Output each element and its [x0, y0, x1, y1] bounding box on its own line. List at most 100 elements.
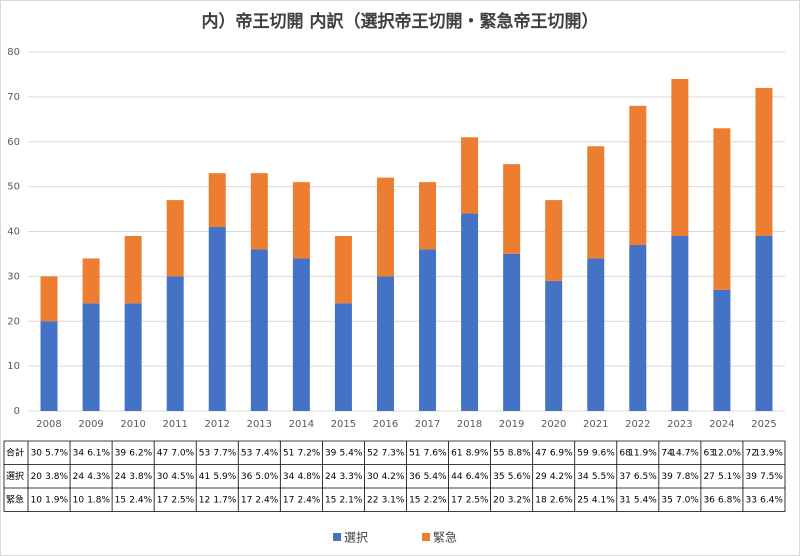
y-tick-label: 20 — [7, 316, 20, 327]
bar-segment — [166, 200, 184, 277]
x-tick-label: 2018 — [457, 419, 482, 430]
table-percent: 6.9% — [550, 448, 573, 458]
table-percent: 5.6% — [508, 472, 531, 482]
table-percent: 7.8% — [676, 472, 699, 482]
y-tick-label: 10 — [7, 361, 20, 372]
table-count: 10 — [31, 495, 43, 505]
table-percent: 5.0% — [255, 472, 278, 482]
table-percent: 2.6% — [550, 495, 573, 505]
table-percent: 3.8% — [45, 472, 68, 482]
bar-segment — [250, 173, 268, 250]
x-tick-label: 2019 — [499, 419, 524, 430]
table-count: 12 — [199, 495, 210, 505]
bar-segment — [671, 78, 689, 236]
table-percent: 14.7% — [670, 448, 699, 458]
legend-swatch — [422, 533, 430, 541]
bar-segment — [755, 87, 773, 236]
bar-segment — [587, 146, 605, 259]
x-tick-label: 2011 — [162, 419, 187, 430]
y-tick-label: 80 — [7, 47, 20, 58]
table-percent: 2.2% — [424, 495, 447, 505]
table-count: 44 — [451, 472, 463, 482]
table-percent: 1.8% — [87, 495, 110, 505]
x-tick-label: 2010 — [120, 419, 145, 430]
table-percent: 5.9% — [213, 472, 236, 482]
table-count: 31 — [619, 495, 630, 505]
table-count: 36 — [409, 472, 421, 482]
table-percent: 4.8% — [297, 472, 320, 482]
bar-segment — [208, 227, 226, 411]
table-percent: 3.1% — [382, 495, 405, 505]
table-count: 30 — [367, 472, 379, 482]
table-percent: 6.2% — [129, 448, 152, 458]
table-percent: 2.4% — [129, 495, 152, 505]
bar-segment — [629, 244, 647, 411]
y-tick-label: 0 — [14, 406, 20, 417]
table-percent: 6.1% — [87, 448, 110, 458]
table-count: 74 — [661, 448, 673, 458]
table-row-label: 合計 — [6, 446, 24, 458]
table-count: 10 — [73, 495, 85, 505]
bar-segment — [82, 258, 100, 304]
x-tick-label: 2013 — [247, 419, 272, 430]
table-count: 17 — [241, 495, 252, 505]
legend-label: 選択 — [344, 531, 368, 545]
table-count: 29 — [535, 472, 547, 482]
table-count: 35 — [493, 472, 504, 482]
table-count: 20 — [493, 495, 505, 505]
bar-segment — [82, 303, 100, 411]
table-count: 33 — [746, 495, 757, 505]
table-count: 52 — [367, 448, 378, 458]
table-count: 18 — [535, 495, 547, 505]
table-percent: 2.5% — [466, 495, 489, 505]
table-percent: 2.5% — [171, 495, 194, 505]
y-tick-label: 70 — [7, 92, 20, 103]
table-count: 47 — [535, 448, 546, 458]
table-percent: 12.0% — [712, 448, 741, 458]
table-percent: 4.2% — [550, 472, 573, 482]
bar-segment — [713, 128, 731, 290]
table-percent: 3.3% — [340, 472, 363, 482]
table-percent: 5.1% — [718, 472, 741, 482]
table-percent: 5.4% — [424, 472, 447, 482]
x-tick-label: 2025 — [751, 419, 776, 430]
table-count: 39 — [115, 448, 127, 458]
table-count: 24 — [325, 472, 337, 482]
table-count: 41 — [199, 472, 210, 482]
table-count: 61 — [451, 448, 462, 458]
table-percent: 7.5% — [760, 472, 783, 482]
table-count: 39 — [325, 448, 337, 458]
table-percent: 2.4% — [255, 495, 278, 505]
bar-segment — [292, 258, 310, 411]
table-count: 25 — [577, 495, 588, 505]
table-count: 55 — [493, 448, 504, 458]
table-percent: 2.1% — [340, 495, 363, 505]
table-row-label: 緊急 — [6, 493, 24, 505]
table-count: 17 — [283, 495, 294, 505]
bar-segment — [755, 235, 773, 411]
x-tick-label: 2015 — [331, 419, 356, 430]
bar-segment — [208, 173, 226, 228]
table-percent: 6.4% — [760, 495, 783, 505]
table-count: 51 — [283, 448, 294, 458]
x-tick-label: 2021 — [583, 419, 608, 430]
x-tick-label: 2020 — [541, 419, 566, 430]
chart-title: 内）帝王切開 内訳（選択帝王切開・緊急帝王切開） — [202, 11, 599, 32]
bar-segment — [461, 213, 479, 411]
bar-segment — [419, 182, 437, 250]
x-tick-label: 2017 — [415, 419, 440, 430]
table-count: 34 — [577, 472, 589, 482]
table-percent: 3.8% — [129, 472, 152, 482]
table-count: 17 — [451, 495, 462, 505]
x-tick-label: 2022 — [625, 419, 650, 430]
bar-segment — [40, 276, 58, 322]
table-percent: 1.9% — [45, 495, 68, 505]
bar-segment — [503, 164, 521, 254]
table-percent: 7.4% — [255, 448, 278, 458]
table-count: 59 — [577, 448, 589, 458]
table-count: 17 — [157, 495, 168, 505]
legend-label: 緊急 — [433, 530, 457, 545]
table-percent: 7.2% — [297, 448, 320, 458]
table-percent: 3.2% — [508, 495, 531, 505]
table-percent: 8.9% — [466, 448, 489, 458]
